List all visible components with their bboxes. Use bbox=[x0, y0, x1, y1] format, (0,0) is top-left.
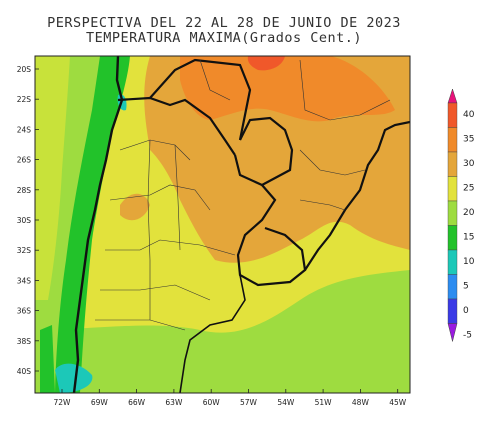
lon-tick-label: 72W bbox=[54, 398, 72, 407]
lon-tick-label: 45W bbox=[389, 398, 407, 407]
lat-tick-label: 28S bbox=[17, 186, 32, 195]
lon-tick-label: 57W bbox=[240, 398, 258, 407]
lat-tick-label: 30S bbox=[17, 216, 32, 225]
colorbar-label: 35 bbox=[463, 135, 474, 145]
colorbar-segment bbox=[447, 225, 458, 251]
colorbar-label: 30 bbox=[463, 159, 475, 169]
colorbar-min-arrow bbox=[447, 323, 458, 342]
colorbar-segment bbox=[447, 298, 458, 324]
country-borders bbox=[72, 56, 410, 393]
colorbar-segment bbox=[447, 200, 458, 226]
lat-tick-label: 26S bbox=[17, 156, 32, 165]
colorbar-max-arrow bbox=[447, 88, 458, 104]
colorbar-label: -5 bbox=[463, 331, 472, 341]
colorbar-segment bbox=[447, 176, 458, 202]
colorbar-segment bbox=[447, 249, 458, 275]
lon-tick-label: 66W bbox=[128, 398, 146, 407]
lat-tick-label: 34S bbox=[17, 276, 32, 285]
map-frame bbox=[34, 55, 411, 394]
province-borders bbox=[95, 59, 391, 331]
colorbar-label: 5 bbox=[463, 282, 469, 292]
lat-axis: 20S 22S 24S 26S 28S 30S 32S 34S 36S 38S 40S bbox=[17, 65, 39, 376]
colorbar-segment bbox=[447, 102, 458, 128]
lon-axis: 72W 69W 66W 63W 60W 57W 54W 51W 48W 45W bbox=[54, 389, 407, 407]
map-title: PERSPECTIVA DEL 22 AL 28 DE JUNIO DE 202… bbox=[47, 15, 401, 31]
lon-tick-label: 63W bbox=[165, 398, 183, 407]
lat-tick-label: 40S bbox=[17, 367, 32, 376]
colorbar-label: 10 bbox=[463, 257, 475, 267]
lon-tick-label: 51W bbox=[315, 398, 333, 407]
lon-tick-label: 48W bbox=[352, 398, 370, 407]
map-subtitle: TEMPERATURA MAXIMA(Grados Cent.) bbox=[85, 30, 363, 46]
lat-tick-label: 22S bbox=[17, 95, 32, 104]
colorbar-label: 40 bbox=[463, 110, 475, 120]
lon-tick-label: 60W bbox=[203, 398, 221, 407]
colorbar-label: 15 bbox=[463, 233, 474, 243]
colorbar-segment bbox=[447, 274, 458, 300]
lat-tick-label: 20S bbox=[17, 65, 32, 74]
colorbar-segment bbox=[447, 151, 458, 177]
lon-tick-label: 69W bbox=[91, 398, 109, 407]
lat-tick-label: 38S bbox=[17, 337, 32, 346]
colorbar-label: 0 bbox=[463, 306, 469, 316]
colorbar-label: 25 bbox=[463, 184, 474, 194]
colorbar-label: 20 bbox=[463, 208, 475, 218]
temperature-field bbox=[35, 56, 410, 393]
colorbar-segment bbox=[447, 127, 458, 153]
lat-tick-label: 36S bbox=[17, 307, 32, 316]
colorbar: 40 35 30 25 20 15 10 5 0 -5 bbox=[447, 88, 475, 342]
lat-tick-label: 24S bbox=[17, 125, 32, 134]
lat-tick-label: 32S bbox=[17, 246, 32, 255]
lon-tick-label: 54W bbox=[277, 398, 295, 407]
